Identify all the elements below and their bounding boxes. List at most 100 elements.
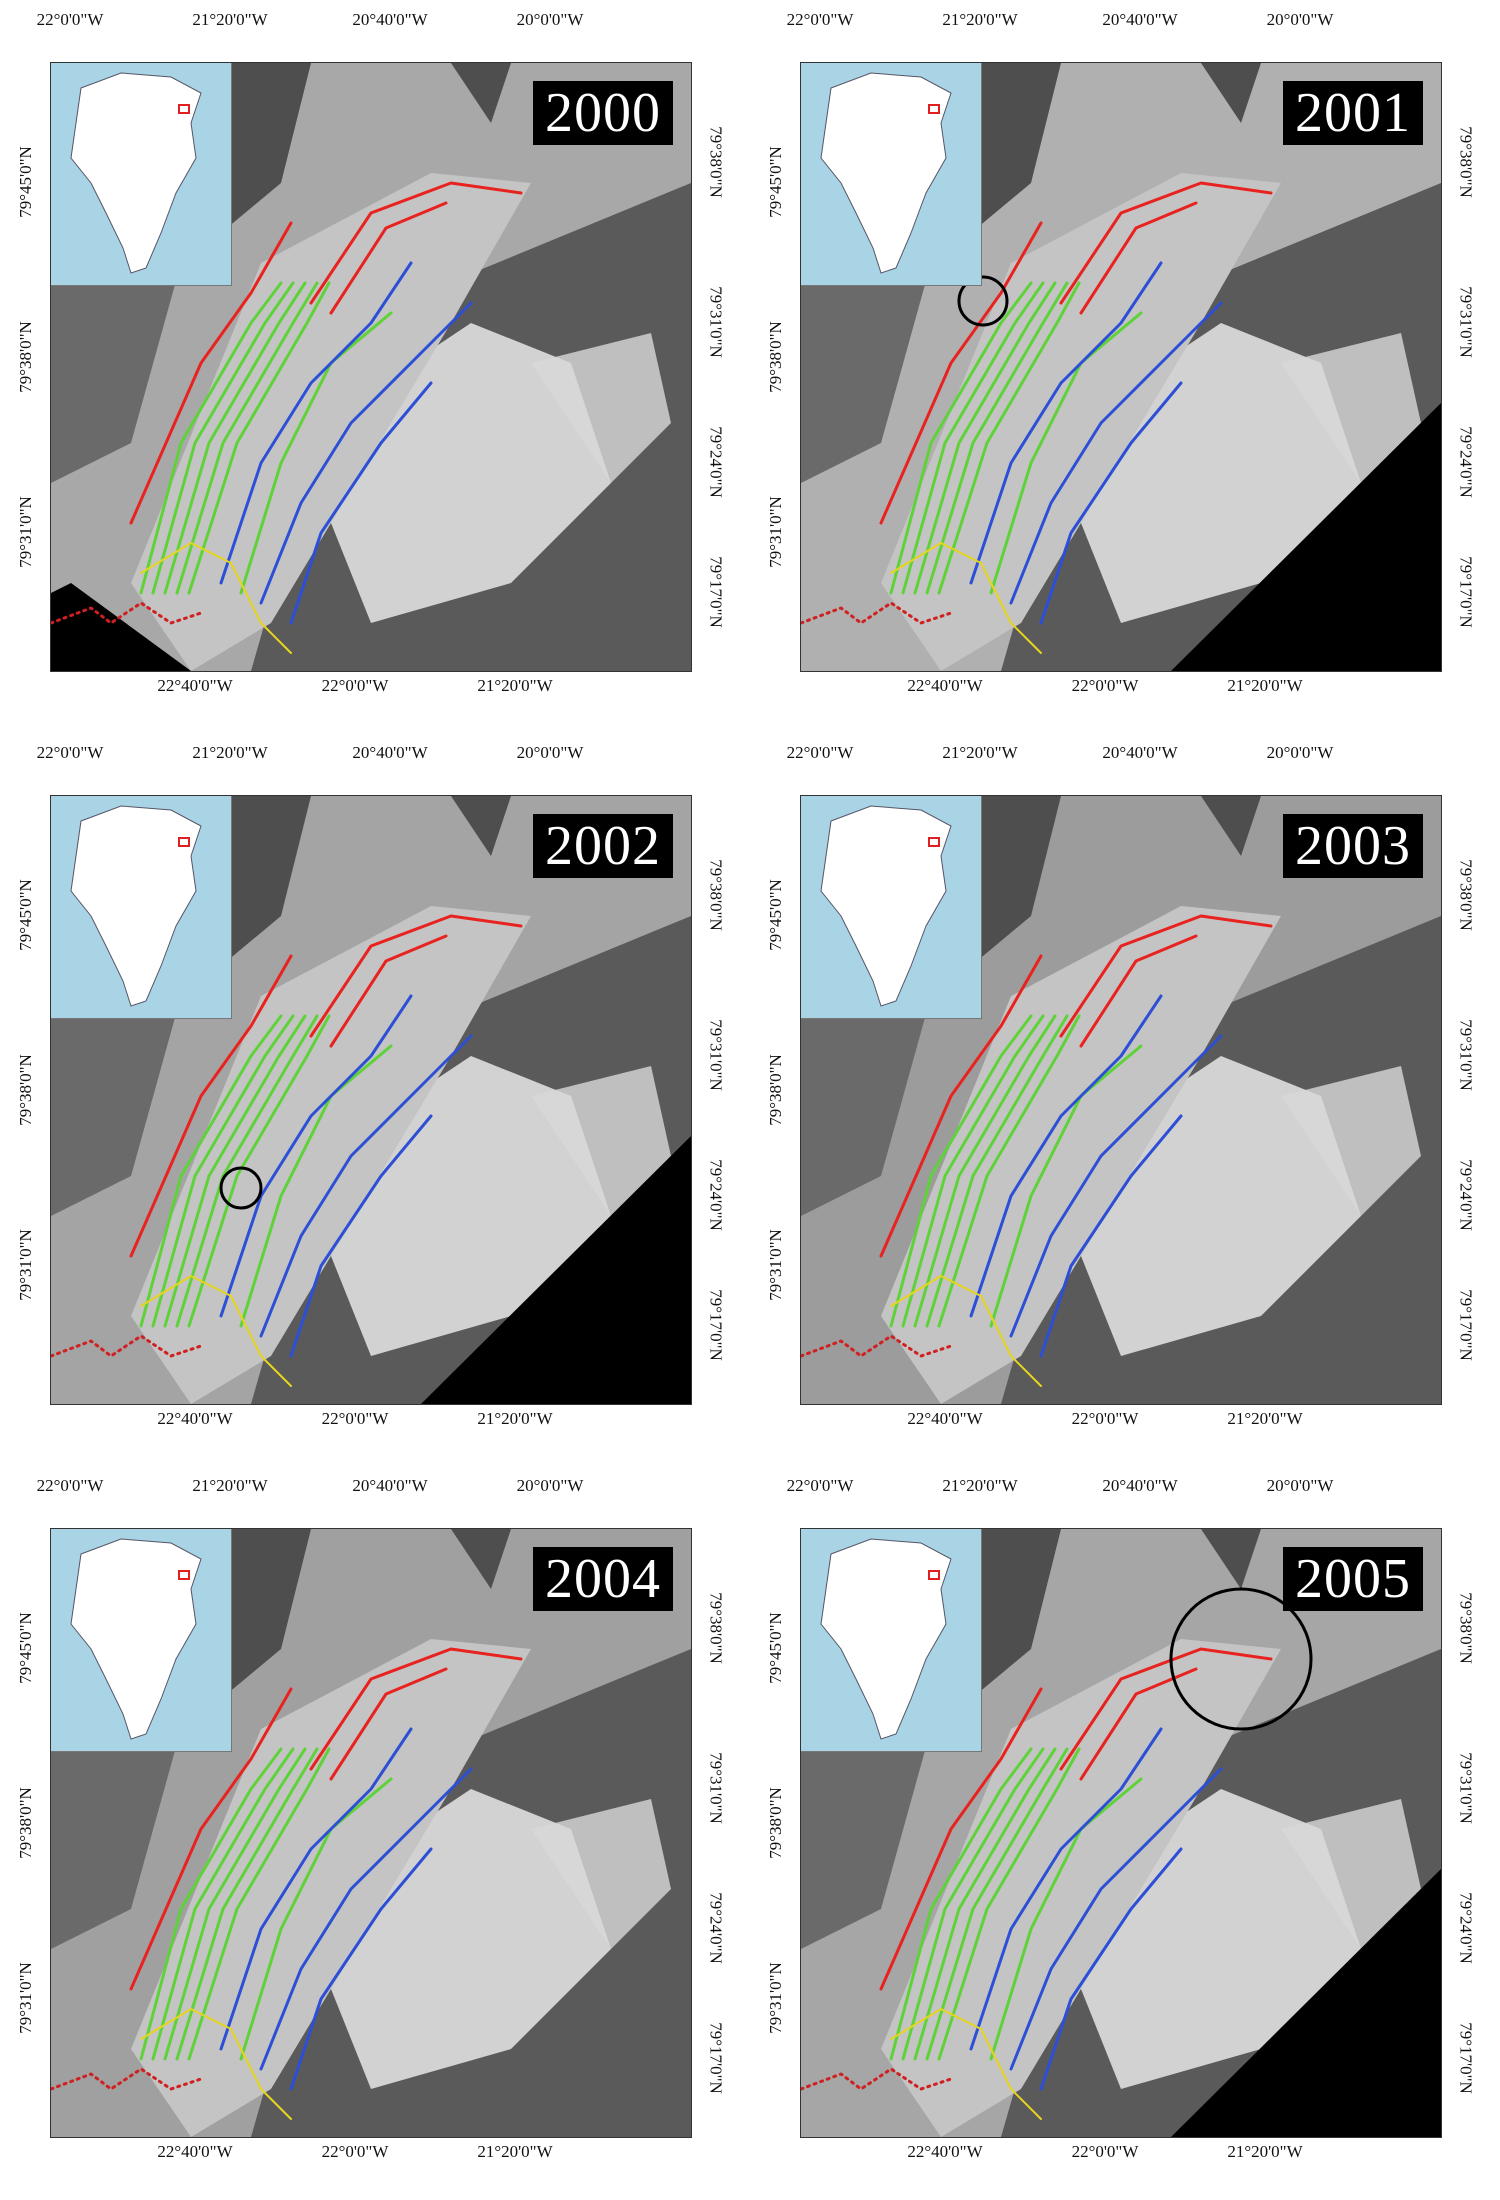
green-flowline <box>239 1044 393 1328</box>
blue-flowline <box>259 1034 473 1338</box>
glacier-image <box>801 63 1441 671</box>
ridge-terrain <box>221 63 311 233</box>
map-panel-2001: 22°0'0"W 21°20'0"W 20°40'0"W 20°0'0"W 22°40'… <box>750 0 1500 733</box>
latitude-tick-label: 79°24'0"N <box>707 426 726 498</box>
year-label: 2005 <box>1283 1547 1423 1611</box>
longitude-tick-label: 22°0'0"W <box>786 1476 854 1495</box>
coast-terrain <box>801 996 931 1216</box>
green-flowline <box>989 1044 1143 1328</box>
greenland-landmass <box>70 1538 202 1740</box>
highlight-circle <box>1169 1587 1313 1731</box>
blue-flowline <box>1009 1034 1223 1338</box>
map-panel-2000: 22°0'0"W 21°20'0"W 20°40'0"W 20°0'0"W 22°40'… <box>0 0 750 733</box>
latitude-tick-label: 79°45'0"N <box>766 1612 785 1684</box>
longitude-tick-label: 22°0'0"W <box>1071 676 1139 695</box>
blue-flowline <box>259 301 473 605</box>
green-flowline <box>925 1014 1069 1328</box>
latitude-tick-label: 79°17'0"N <box>707 1289 726 1361</box>
latitude-tick-label: 79°24'0"N <box>1457 1159 1476 1231</box>
latitude-tick-label: 79°38'0"N <box>766 1054 785 1126</box>
red-flowline <box>329 934 448 1048</box>
latitude-tick-label: 79°31'0"N <box>766 1229 785 1301</box>
no-data-area <box>51 583 191 671</box>
longitude-tick-label: 21°20'0"W <box>192 743 268 762</box>
longitude-tick-label: 20°40'0"W <box>1102 10 1178 29</box>
blue-flowline <box>1009 1767 1223 2071</box>
coast-terrain <box>51 1729 181 1949</box>
glacier-surface <box>131 1639 531 2137</box>
yellow-front-line <box>140 542 292 654</box>
latitude-tick-label: 79°17'0"N <box>707 556 726 628</box>
green-flowline <box>239 1777 393 2061</box>
study-area-marker <box>928 1570 940 1580</box>
red-flowline <box>1059 914 1273 1038</box>
blue-flowline <box>219 994 413 1318</box>
latitude-tick-label: 79°38'0"N <box>1457 1592 1476 1664</box>
blue-flowline <box>1039 1847 1183 2091</box>
snow-cover <box>1281 1066 1421 1216</box>
latitude-tick-label: 79°45'0"N <box>766 879 785 951</box>
terrain-layer <box>51 1529 691 2137</box>
longitude-tick-label: 21°20'0"W <box>1227 676 1303 695</box>
ridge-terrain <box>1201 1529 1261 1589</box>
longitude-tick-label: 22°0'0"W <box>1071 2142 1139 2161</box>
glacier-image <box>801 796 1441 1404</box>
green-flowline <box>151 1014 295 1328</box>
latitude-tick-label: 79°38'0"N <box>766 1787 785 1859</box>
highlight-circle <box>957 275 1009 327</box>
latitude-tick-label: 79°17'0"N <box>1457 556 1476 628</box>
latitude-tick-label: 79°38'0"N <box>707 1592 726 1664</box>
green-flowline <box>901 281 1045 595</box>
latitude-tick-label: 79°31'0"N <box>16 1229 35 1301</box>
green-flowline <box>139 1014 283 1328</box>
tracked-features <box>51 181 523 654</box>
latitude-tick-label: 79°31'0"N <box>16 1962 35 2034</box>
year-label: 2001 <box>1283 81 1423 145</box>
longitude-tick-label: 20°0'0"W <box>1266 743 1334 762</box>
latitude-tick-label: 79°38'0"N <box>707 126 726 198</box>
longitude-tick-label: 20°0'0"W <box>516 743 584 762</box>
latitude-tick-label: 79°17'0"N <box>1457 1289 1476 1361</box>
greenland-landmass <box>70 805 202 1007</box>
green-flowline <box>937 1014 1081 1328</box>
tracked-features <box>51 914 523 1387</box>
yellow-front-line <box>890 2008 1042 2120</box>
map-panel-2003: 22°0'0"W 21°20'0"W 20°40'0"W 20°0'0"W 22°40'… <box>750 733 1500 1466</box>
blue-flowline <box>219 1727 413 2051</box>
greenland-locator-inset <box>801 796 982 1019</box>
longitude-tick-label: 22°40'0"W <box>157 1409 233 1428</box>
green-flowline <box>889 281 1033 595</box>
study-area-marker <box>178 837 190 847</box>
latitude-tick-label: 79°31'0"N <box>707 1752 726 1824</box>
greenland-locator-inset <box>51 1529 232 1752</box>
highlight-circle <box>219 1166 263 1210</box>
red-flowline <box>129 1687 293 1991</box>
satellite-map: 2002 <box>50 795 692 1405</box>
green-flowline <box>187 281 331 595</box>
longitude-tick-label: 21°20'0"W <box>942 1476 1018 1495</box>
glacier-image <box>51 796 691 1404</box>
latitude-tick-label: 79°45'0"N <box>16 1612 35 1684</box>
dotted-boundary-line <box>801 2067 953 2091</box>
greenland-landmass <box>70 72 202 274</box>
terrain-layer <box>801 796 1441 1404</box>
longitude-tick-label: 20°40'0"W <box>352 743 428 762</box>
map-panel-2004: 22°0'0"W 21°20'0"W 20°40'0"W 20°0'0"W 22°40'… <box>0 1466 750 2199</box>
green-flowline <box>163 1747 307 2061</box>
latitude-tick-label: 79°17'0"N <box>707 2022 726 2094</box>
terrain-layer <box>51 796 691 1404</box>
latitude-tick-label: 79°24'0"N <box>707 1159 726 1231</box>
no-data-area <box>1171 403 1441 671</box>
longitude-tick-label: 22°0'0"W <box>1071 1409 1139 1428</box>
greenland-landmass <box>820 805 952 1007</box>
longitude-tick-label: 20°40'0"W <box>1102 743 1178 762</box>
satellite-map: 2000 <box>50 62 692 672</box>
snow-cover <box>1281 1799 1421 1949</box>
latitude-tick-label: 79°31'0"N <box>1457 1019 1476 1091</box>
green-flowline <box>913 1014 1057 1328</box>
longitude-tick-label: 21°20'0"W <box>477 1409 553 1428</box>
red-flowline <box>1059 181 1273 305</box>
yellow-front-line <box>890 1275 1042 1387</box>
ridge-terrain <box>221 1529 311 1699</box>
green-flowline <box>989 311 1143 595</box>
